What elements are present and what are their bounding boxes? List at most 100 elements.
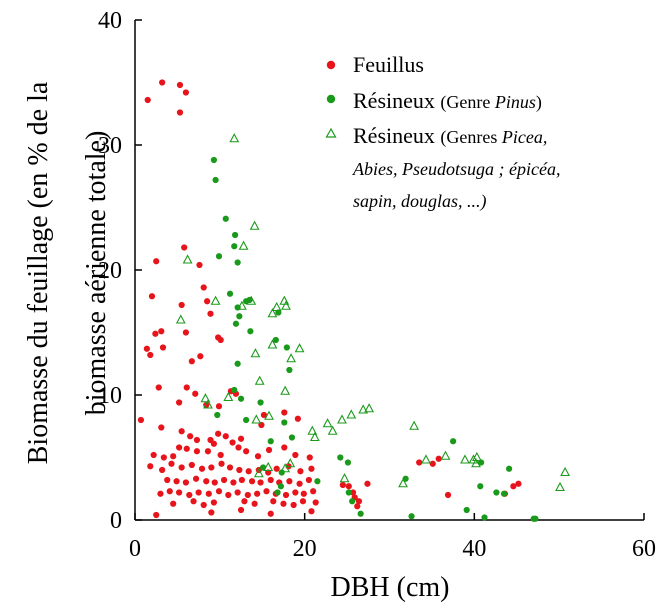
point-feuillus [155,384,162,391]
point-other [471,458,481,468]
point-pinus [272,336,279,344]
y-tick-label: 40 [98,8,122,34]
point-feuillus [182,329,189,336]
point-feuillus [306,454,313,461]
point-feuillus [186,491,193,499]
point-feuillus [263,488,270,495]
point-other [280,385,291,395]
point-other [322,418,333,428]
point-other [307,425,318,435]
point-feuillus [176,489,183,496]
point-other [339,473,350,483]
point-other [460,454,470,464]
point-pinus [232,320,240,327]
point-pinus [345,489,352,496]
y-tick-label: 0 [110,508,122,534]
point-pinus [288,434,296,441]
point-feuillus [160,454,167,461]
point-feuillus [243,448,250,455]
point-pinus [236,313,243,320]
point-other [555,481,565,492]
point-feuillus [364,480,371,487]
point-feuillus [150,451,157,459]
point-feuillus [168,460,175,467]
point-feuillus [157,490,164,497]
point-feuillus [197,353,204,360]
point-other [294,343,305,353]
point-other [200,393,211,403]
point-pinus [500,490,508,497]
point-feuillus [305,476,313,484]
point-pinus [215,253,223,260]
legend-marker-pinus [326,94,336,104]
point-pinus [450,438,457,445]
point-feuillus [170,500,177,507]
point-other [254,375,265,385]
point-feuillus [229,439,236,446]
point-feuillus [210,499,217,506]
point-feuillus [190,498,197,505]
point-feuillus [182,479,189,486]
point-feuillus [217,451,224,459]
point-pinus [337,454,344,461]
y-tick-label: 30 [98,133,122,159]
point-pinus [349,498,356,505]
point-pinus [481,514,488,521]
point-feuillus [210,440,217,447]
point-feuillus [178,301,185,309]
point-feuillus [281,444,288,451]
point-feuillus [236,466,243,474]
point-pinus [214,411,221,419]
legend-pinus-name: Résineux [353,88,435,113]
point-feuillus [270,498,277,505]
point-other [267,308,278,318]
point-pinus [278,469,285,476]
point-pinus [277,483,285,490]
point-other [229,133,240,143]
point-feuillus [416,459,423,466]
y-tick-label: 20 [98,258,122,284]
point-feuillus [254,453,262,460]
point-pinus [357,510,364,517]
x-tick-label: 20 [293,536,317,562]
point-feuillus [192,390,199,397]
point-feuillus [226,464,234,471]
legend-other-line-3: sapin, douglas, ...) [353,191,487,212]
x-tick-label: 0 [129,536,141,562]
point-feuillus [222,433,229,440]
point-other [440,450,451,460]
point-pinus [281,419,288,426]
point-pinus [463,506,470,514]
y-tick-label: 10 [98,383,122,409]
x-tick-label: 60 [632,536,656,562]
point-feuillus [297,468,304,475]
point-feuillus [207,310,214,317]
point-feuillus [257,479,264,486]
point-other [203,399,213,409]
point-feuillus [218,460,225,467]
point-other [238,240,249,250]
point-other [281,300,291,310]
point-feuillus [164,476,171,484]
point-feuillus [220,476,228,484]
point-pinus [247,328,254,335]
point-feuillus [339,481,346,489]
point-feuillus [238,476,245,484]
point-feuillus [308,465,315,472]
point-other [210,295,221,305]
point-feuillus [354,503,361,510]
point-feuillus [200,501,207,509]
point-feuillus [237,506,245,514]
point-feuillus [193,448,201,455]
point-feuillus [178,464,185,471]
point-other [309,431,320,442]
point-feuillus [181,244,188,251]
legend-other-name: Résineux [353,123,435,148]
point-feuillus [308,508,315,515]
point-pinus [210,156,217,164]
point-feuillus [208,464,215,471]
point-other [358,404,369,414]
point-other [337,414,347,424]
point-feuillus [159,466,166,474]
point-feuillus [349,489,357,496]
